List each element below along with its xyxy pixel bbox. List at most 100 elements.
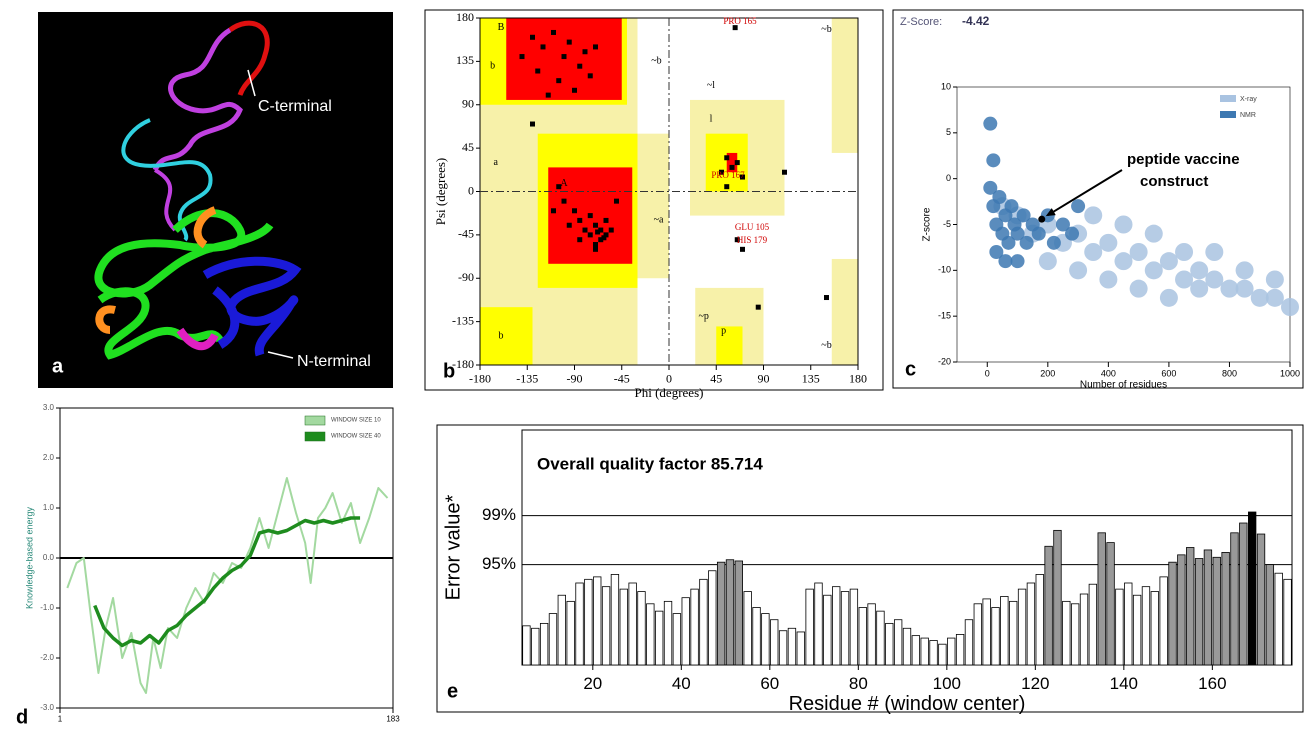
x-axis-label: Phi (degrees)	[635, 385, 704, 400]
point	[989, 245, 1004, 259]
x-tick-label: 80	[849, 674, 868, 693]
bar	[522, 625, 531, 666]
panel-label: d	[16, 706, 28, 728]
point	[1004, 199, 1019, 214]
point	[595, 229, 601, 235]
arrow-head	[1045, 208, 1056, 217]
y-tick-label: -90	[458, 270, 474, 284]
y-tick-label: 0	[468, 183, 474, 197]
x-tick-label: 400	[1101, 368, 1116, 378]
point	[587, 232, 593, 238]
bar	[1132, 594, 1142, 666]
point	[1220, 279, 1239, 298]
bar	[593, 576, 602, 666]
y-tick-label: 90	[462, 97, 474, 111]
bar	[955, 634, 965, 666]
ribbon	[94, 209, 274, 298]
region-label: B	[498, 22, 505, 33]
point	[782, 169, 787, 175]
y-tick-label: 1.0	[43, 503, 55, 512]
point	[1114, 252, 1133, 271]
point	[603, 232, 609, 238]
point	[603, 217, 609, 223]
x-tick-label: 800	[1222, 368, 1237, 378]
bar	[1256, 533, 1266, 666]
y-tick-label: -3.0	[40, 703, 54, 712]
x-tick-label: -90	[567, 372, 583, 386]
bar	[1141, 586, 1151, 666]
y-tick-label: -15	[938, 311, 951, 321]
ribbon	[202, 256, 302, 357]
x-tick-label: 140	[1110, 674, 1138, 693]
label-arrow	[247, 69, 294, 359]
x-tick-label: 180	[849, 372, 867, 386]
region-label: b	[499, 330, 504, 341]
bar	[947, 637, 956, 666]
terminal-label: N-terminal	[297, 353, 371, 370]
bar	[1017, 588, 1027, 666]
point	[551, 29, 556, 35]
point	[1114, 215, 1133, 234]
ribbon	[95, 206, 217, 334]
bar	[628, 582, 637, 666]
bar	[539, 622, 549, 666]
point	[1144, 261, 1163, 280]
point	[1175, 270, 1194, 289]
bar	[920, 637, 929, 666]
bar	[902, 627, 912, 666]
bar	[672, 613, 682, 666]
y-axis-label: Error value*	[442, 494, 464, 600]
x-tick-label: 60	[760, 674, 779, 693]
point	[719, 169, 724, 175]
allowed-region	[831, 18, 858, 153]
point	[734, 237, 740, 243]
point	[1144, 224, 1163, 243]
bar	[681, 597, 690, 666]
bar	[840, 591, 850, 666]
y-axis-label: Knowledge-based energy	[24, 506, 34, 609]
region-label: a	[494, 157, 499, 168]
x-tick-label: 160	[1198, 674, 1226, 693]
point	[540, 44, 546, 50]
panel-label: e	[447, 680, 458, 702]
bar	[770, 619, 779, 666]
point	[572, 87, 577, 93]
x-tick-label: 0	[985, 368, 990, 378]
y-tick-label: -5	[943, 219, 951, 229]
point	[1190, 261, 1209, 280]
bar	[796, 631, 805, 666]
point	[530, 121, 535, 127]
bar	[743, 591, 752, 666]
bar	[725, 559, 735, 666]
bar	[575, 582, 584, 666]
panel-border	[424, 9, 884, 391]
point	[986, 153, 1001, 168]
bar	[531, 627, 540, 666]
point	[593, 44, 598, 50]
point	[1010, 226, 1025, 241]
x-tick-label: 135	[802, 372, 820, 386]
point	[608, 227, 614, 233]
bar	[964, 619, 974, 666]
bar	[1203, 549, 1213, 666]
point	[598, 237, 604, 243]
structure-image: C-terminal N-terminal a	[38, 12, 393, 388]
point	[1159, 252, 1178, 271]
bar	[1062, 600, 1071, 666]
bar	[1070, 603, 1080, 666]
point	[732, 25, 738, 31]
panel-label: b	[443, 360, 455, 382]
bar	[1230, 532, 1239, 666]
point	[566, 222, 572, 228]
point	[1159, 288, 1178, 307]
point	[1129, 279, 1148, 298]
region-label: ~b	[821, 24, 831, 35]
point	[740, 174, 745, 180]
chart-title: Overall quality factor 85.714	[537, 454, 763, 473]
bar	[1124, 582, 1133, 666]
point	[582, 49, 588, 55]
point	[1065, 226, 1080, 241]
allowed-region	[716, 326, 743, 365]
point	[545, 92, 551, 98]
bar	[885, 622, 894, 666]
